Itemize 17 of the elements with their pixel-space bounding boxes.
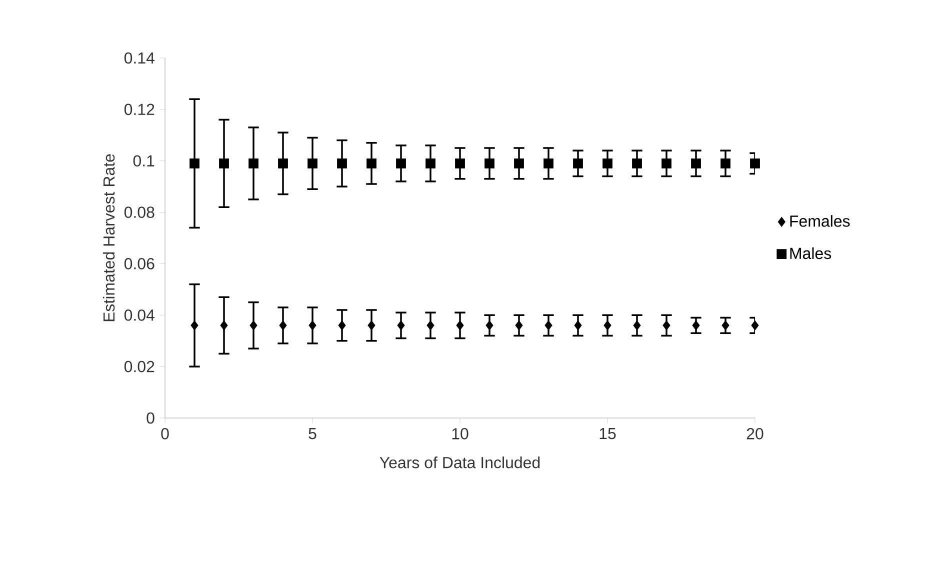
y-tick-label: 0.04 <box>124 309 154 321</box>
legend-label: Males <box>790 247 832 260</box>
x-tick-label: 15 <box>600 428 616 440</box>
x-tick-label: 10 <box>452 428 468 440</box>
y-tick-label: 0.14 <box>124 52 154 64</box>
y-axis-title: Estimated Harvest Rate <box>102 154 115 322</box>
x-tick-label: 20 <box>746 428 764 440</box>
y-tick-label: 0.1 <box>133 155 154 167</box>
x-tick-label: 5 <box>308 428 316 440</box>
y-tick-label: 0 <box>146 412 154 424</box>
x-axis-title: Years of Data Included <box>380 456 540 468</box>
y-tick-label: 0.08 <box>124 206 154 218</box>
x-tick-label: 0 <box>161 428 169 440</box>
y-tick-label: 0.12 <box>124 104 154 116</box>
legend-label: Females <box>790 215 850 227</box>
y-tick-label: 0.06 <box>124 258 154 270</box>
y-tick-label: 0.02 <box>124 360 154 372</box>
